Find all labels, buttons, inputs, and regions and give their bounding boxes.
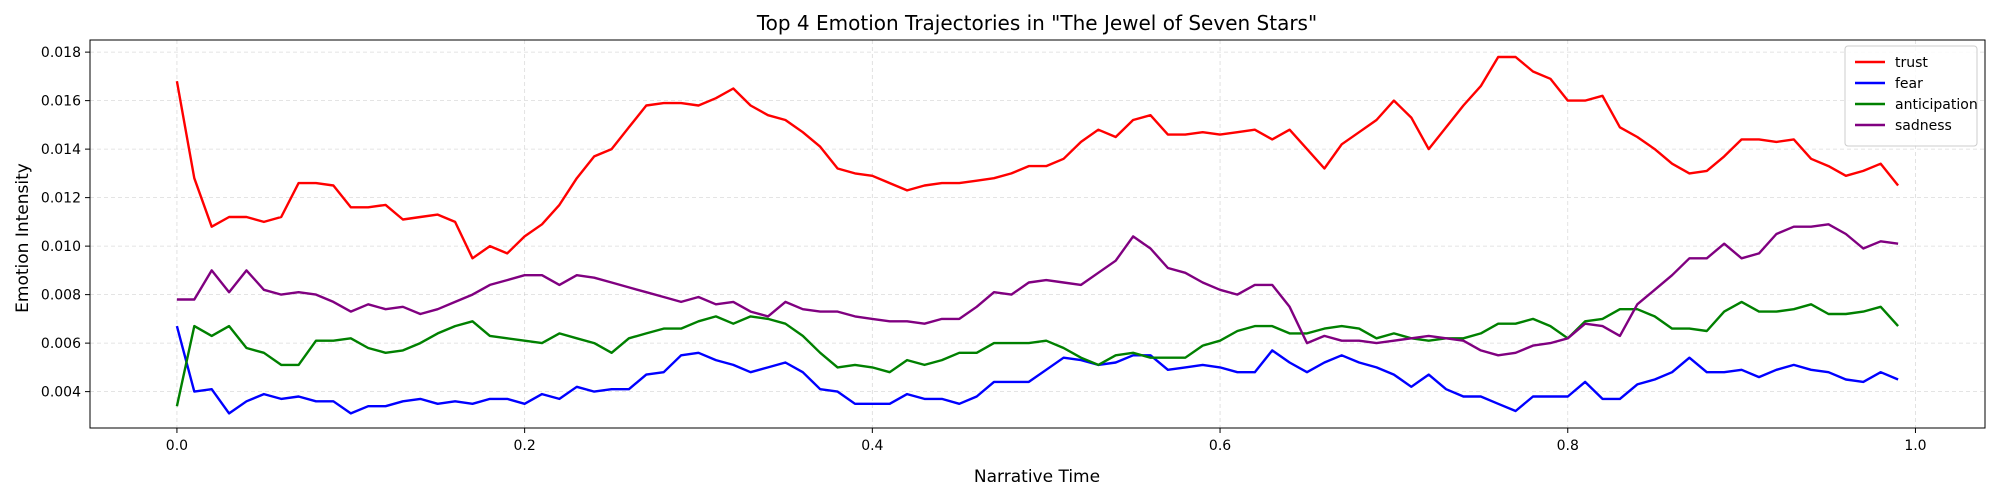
y-tick-label: 0.016	[41, 94, 81, 110]
legend-label-sadness: sadness	[1895, 118, 1952, 134]
x-axis-label: Narrative Time	[974, 467, 1100, 487]
y-tick-label: 0.018	[41, 45, 81, 61]
grid	[90, 40, 1985, 428]
series-line-trust	[175, 55, 1900, 260]
x-tick-label: 0.2	[514, 438, 536, 454]
x-tick-label: 0.0	[166, 438, 188, 454]
series-line-fear	[175, 325, 1899, 415]
chart-title: Top 4 Emotion Trajectories in "The Jewel…	[756, 11, 1317, 35]
legend-label-anticipation: anticipation	[1895, 97, 1978, 113]
y-axis-label: Emotion Intensity	[13, 163, 33, 313]
series-lines	[175, 55, 1900, 415]
legend: trust fear anticipation sadness	[1844, 45, 1978, 147]
x-tick-label: 1.0	[1904, 438, 1926, 454]
y-tick-label: 0.008	[41, 288, 81, 304]
plot-area-frame	[89, 39, 1986, 429]
x-tick-label: 0.6	[1209, 438, 1231, 454]
y-tick-label: 0.012	[41, 191, 81, 207]
y-tick-label: 0.006	[41, 336, 81, 352]
x-tick-label: 0.4	[861, 438, 883, 454]
series-line-sadness	[176, 223, 1899, 357]
series-line-anticipation	[175, 300, 1899, 407]
legend-label-trust: trust	[1895, 55, 1928, 71]
y-tick-label: 0.014	[41, 142, 81, 158]
legend-box	[1844, 45, 1978, 147]
axis-ticks: 0.0 0.2 0.4 0.6 0.8 1.0 0.004 0.006 0.008 0.010 0.…	[41, 45, 1927, 454]
x-tick-label: 0.8	[1557, 438, 1579, 454]
y-tick-label: 0.004	[41, 385, 81, 401]
y-tick-label: 0.010	[41, 239, 81, 255]
legend-label-fear: fear	[1895, 76, 1923, 92]
